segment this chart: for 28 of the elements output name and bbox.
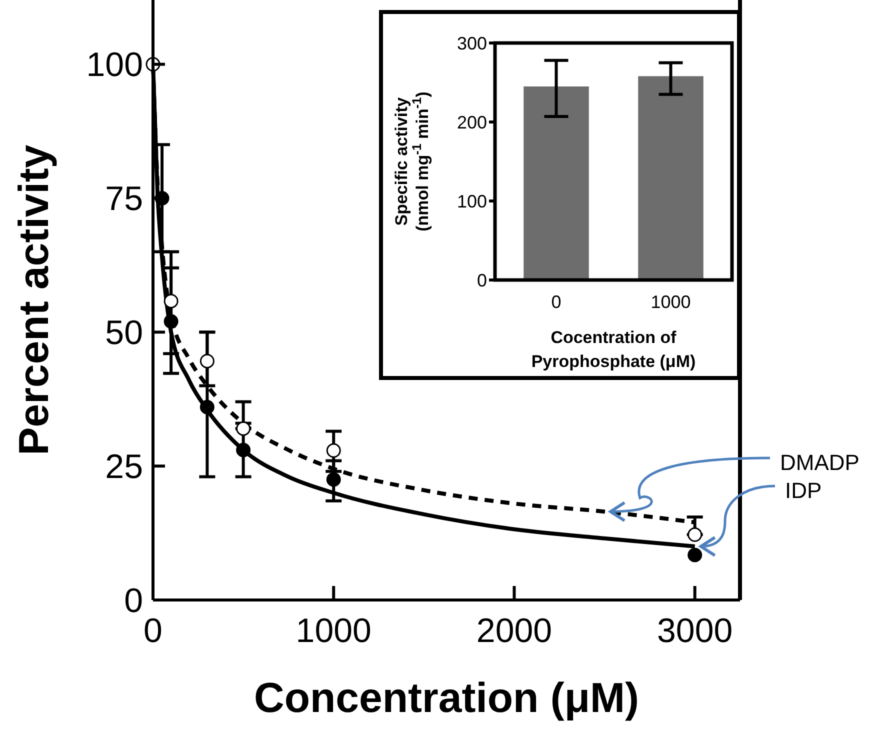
annotation: IDP [785, 478, 822, 503]
x-axis-title: Cocentration of Pyrophosphate (μM) [531, 328, 696, 371]
x-tick-label: 2000 [476, 612, 552, 650]
point [326, 472, 341, 487]
x-tick-label: 1000 [650, 292, 691, 312]
annotation: DMADP [780, 450, 860, 475]
y-tick-label: 300 [456, 33, 487, 54]
point [236, 421, 251, 436]
point [688, 527, 702, 542]
y-tick-label: 100 [86, 46, 143, 84]
point [164, 314, 178, 329]
y-tick-label: 200 [456, 112, 487, 132]
y-tick-label: 0 [124, 582, 143, 620]
point [164, 294, 178, 308]
point [236, 442, 251, 458]
x-tick-label: 1000 [296, 612, 372, 650]
point [326, 443, 341, 458]
y-tick-label: 75 [105, 180, 143, 218]
point [688, 548, 702, 562]
point [200, 400, 214, 414]
point [200, 354, 214, 368]
y-tick-label: 50 [105, 314, 143, 352]
y-tick-label: 25 [105, 448, 143, 486]
x-axis-title: Concentration (μM) [254, 674, 639, 721]
y-axis-title: Percent activity [10, 144, 57, 456]
y-tick-label: 0 [476, 270, 487, 290]
y-tick-label: 100 [456, 191, 487, 212]
x-tick-label: 3000 [657, 612, 733, 650]
